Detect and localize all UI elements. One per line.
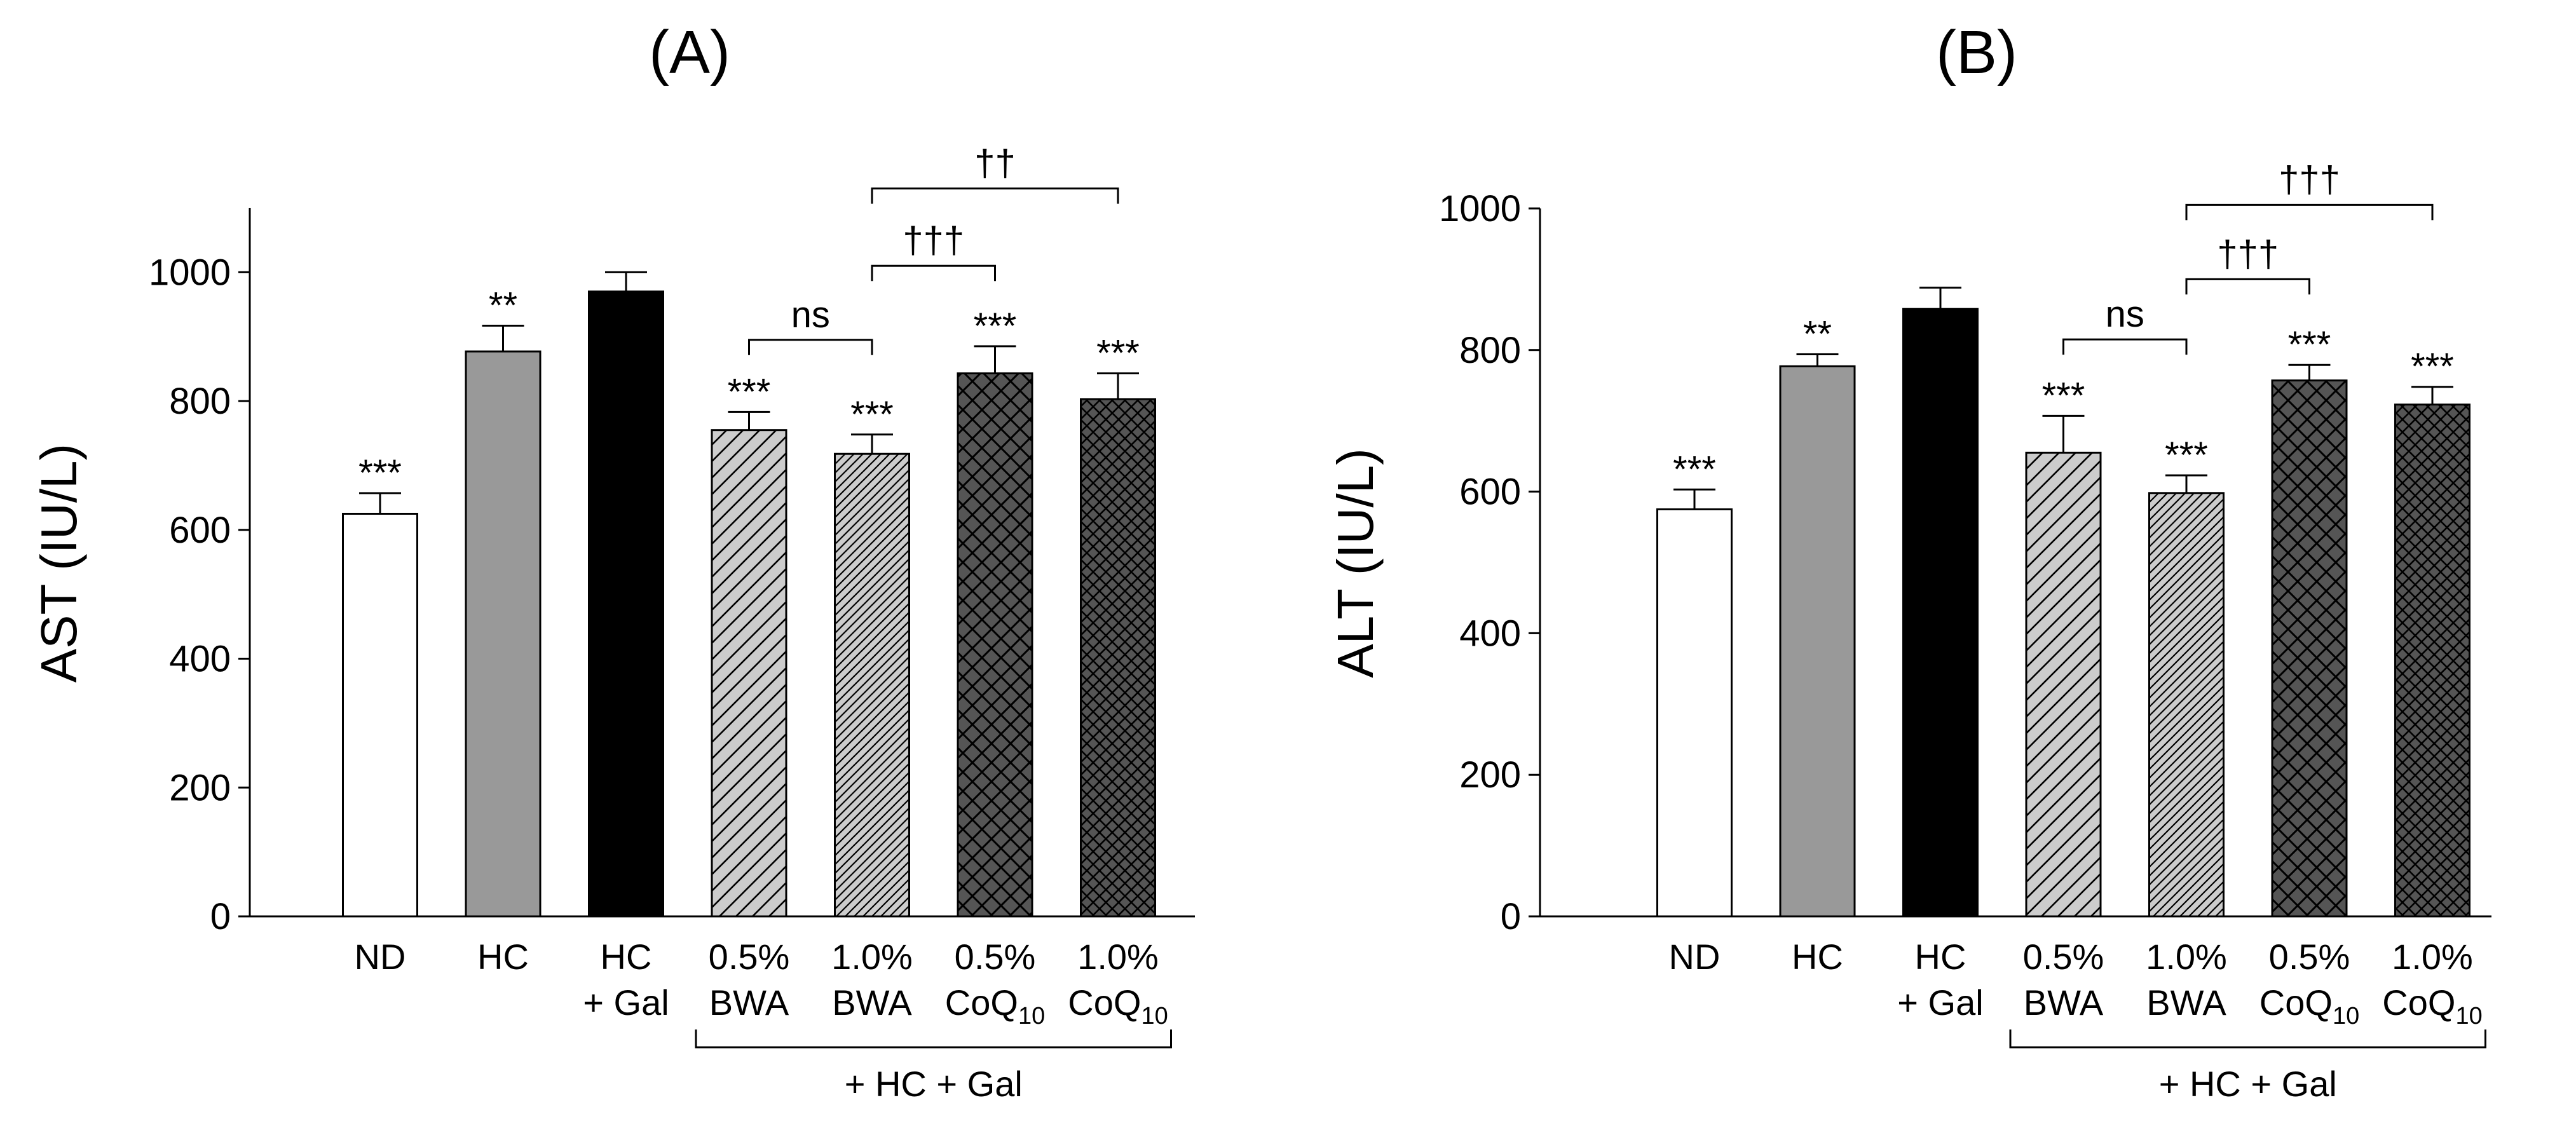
y-tick-label: 600	[1459, 472, 1521, 513]
significance-label: **	[1803, 313, 1832, 355]
comparison-label: ns	[791, 294, 830, 336]
bar	[2025, 451, 2102, 918]
significance-label: ***	[728, 371, 771, 412]
x-tick-label: 0.5%	[955, 937, 1036, 977]
significance-label: ***	[1673, 449, 1716, 490]
significance-label: ***	[2288, 324, 2331, 365]
bar	[2394, 404, 2470, 918]
panel-a: (A) AST (IU/L) 0 200 400 600 800 1000 *** ND ** H…	[31, 18, 1195, 1104]
bar	[588, 290, 664, 918]
x-tick-label: 1.0%	[2146, 937, 2227, 977]
significance-label: ***	[850, 394, 894, 435]
group-bracket	[695, 1029, 1172, 1049]
panel-label: (A)	[649, 18, 730, 86]
comparison-bracket	[871, 187, 1119, 204]
x-tick-label: 1.0%	[2392, 937, 2473, 977]
comparison-bracket	[748, 339, 873, 355]
bar	[1902, 308, 1979, 918]
bar	[957, 372, 1033, 918]
significance-label: ***	[2042, 375, 2085, 416]
group-label: + HC + Gal	[2159, 1064, 2337, 1104]
x-tick-label: 1.0%	[1077, 937, 1159, 977]
x-tick-label: ND	[355, 937, 406, 977]
x-tick-label: HC	[601, 937, 652, 977]
bar	[1080, 398, 1156, 918]
significance-label: **	[489, 285, 517, 326]
y-tick-label: 600	[169, 510, 231, 551]
y-tick-label: 0	[1501, 896, 1521, 937]
significance-label: ***	[358, 452, 402, 494]
significance-label: ***	[974, 306, 1017, 347]
bar	[2148, 492, 2225, 918]
x-tick-label: HC	[1915, 937, 1966, 977]
significance-label: ***	[1096, 333, 1140, 374]
y-tick-label: 400	[1459, 613, 1521, 654]
y-axis-label: AST (IU/L)	[31, 444, 87, 683]
x-tick-label: + Gal	[1897, 982, 1983, 1022]
x-tick-label: BWA	[832, 982, 912, 1022]
plot: 0 200 400 600 800 1000 *** ND ** HC HC + Gal *** 0.5%…	[149, 143, 1195, 1104]
y-tick-label: 800	[1459, 330, 1521, 371]
x-tick-label: HC	[477, 937, 529, 977]
group-label: + HC + Gal	[845, 1064, 1023, 1104]
significance-label: ***	[2411, 346, 2454, 388]
y-tick-label: 1000	[1439, 188, 1521, 229]
bar	[834, 452, 910, 918]
x-tick-label: BWA	[709, 982, 789, 1022]
significance-label: ***	[2165, 435, 2208, 476]
x-tick-label: 0.5%	[2023, 937, 2104, 977]
group-bracket	[2009, 1029, 2486, 1049]
bar	[1656, 508, 1733, 918]
comparison-bracket	[2062, 338, 2188, 355]
bar	[465, 350, 542, 918]
bar	[1779, 365, 1856, 918]
comparison-label: ††	[974, 143, 1016, 184]
comparison-label: †††	[2217, 233, 2279, 275]
comparison-bracket	[871, 264, 996, 282]
bar	[2271, 379, 2348, 918]
x-tick-label: 0.5%	[2269, 937, 2350, 977]
y-axis-label: ALT (IU/L)	[1327, 448, 1384, 678]
bar	[711, 429, 787, 918]
x-tick-label: CoQ10	[945, 982, 1045, 1029]
y-tick-label: 1000	[149, 252, 231, 293]
x-tick-label: CoQ10	[2382, 982, 2482, 1029]
x-tick-label: CoQ10	[2259, 982, 2359, 1029]
x-tick-label: CoQ10	[1068, 982, 1168, 1029]
x-tick-label: 0.5%	[709, 937, 790, 977]
panel-label: (B)	[1936, 18, 2017, 86]
x-tick-label: ND	[1669, 937, 1721, 977]
comparison-label: †††	[903, 220, 964, 261]
panel-b: (B) ALT (IU/L) 0 200 400 600 800 1000 *** ND ** H…	[1327, 18, 2491, 1104]
x-tick-label: + Gal	[583, 982, 669, 1022]
comparison-label: †††	[2279, 159, 2340, 200]
x-tick-label: 1.0%	[831, 937, 913, 977]
x-tick-label: BWA	[2024, 982, 2104, 1022]
x-tick-label: HC	[1792, 937, 1843, 977]
plot: 0 200 400 600 800 1000 *** ND ** HC HC + Gal *** 0.5%…	[1439, 159, 2491, 1104]
comparison-bracket	[2185, 278, 2310, 295]
x-tick-label: BWA	[2146, 982, 2226, 1022]
y-tick-label: 400	[169, 639, 231, 680]
bar	[342, 512, 418, 918]
y-tick-label: 200	[1459, 754, 1521, 796]
comparison-bracket	[2185, 203, 2434, 221]
y-tick-label: 200	[169, 767, 231, 808]
y-tick-label: 0	[210, 896, 231, 937]
y-tick-label: 800	[169, 381, 231, 422]
comparison-label: ns	[2106, 294, 2144, 335]
